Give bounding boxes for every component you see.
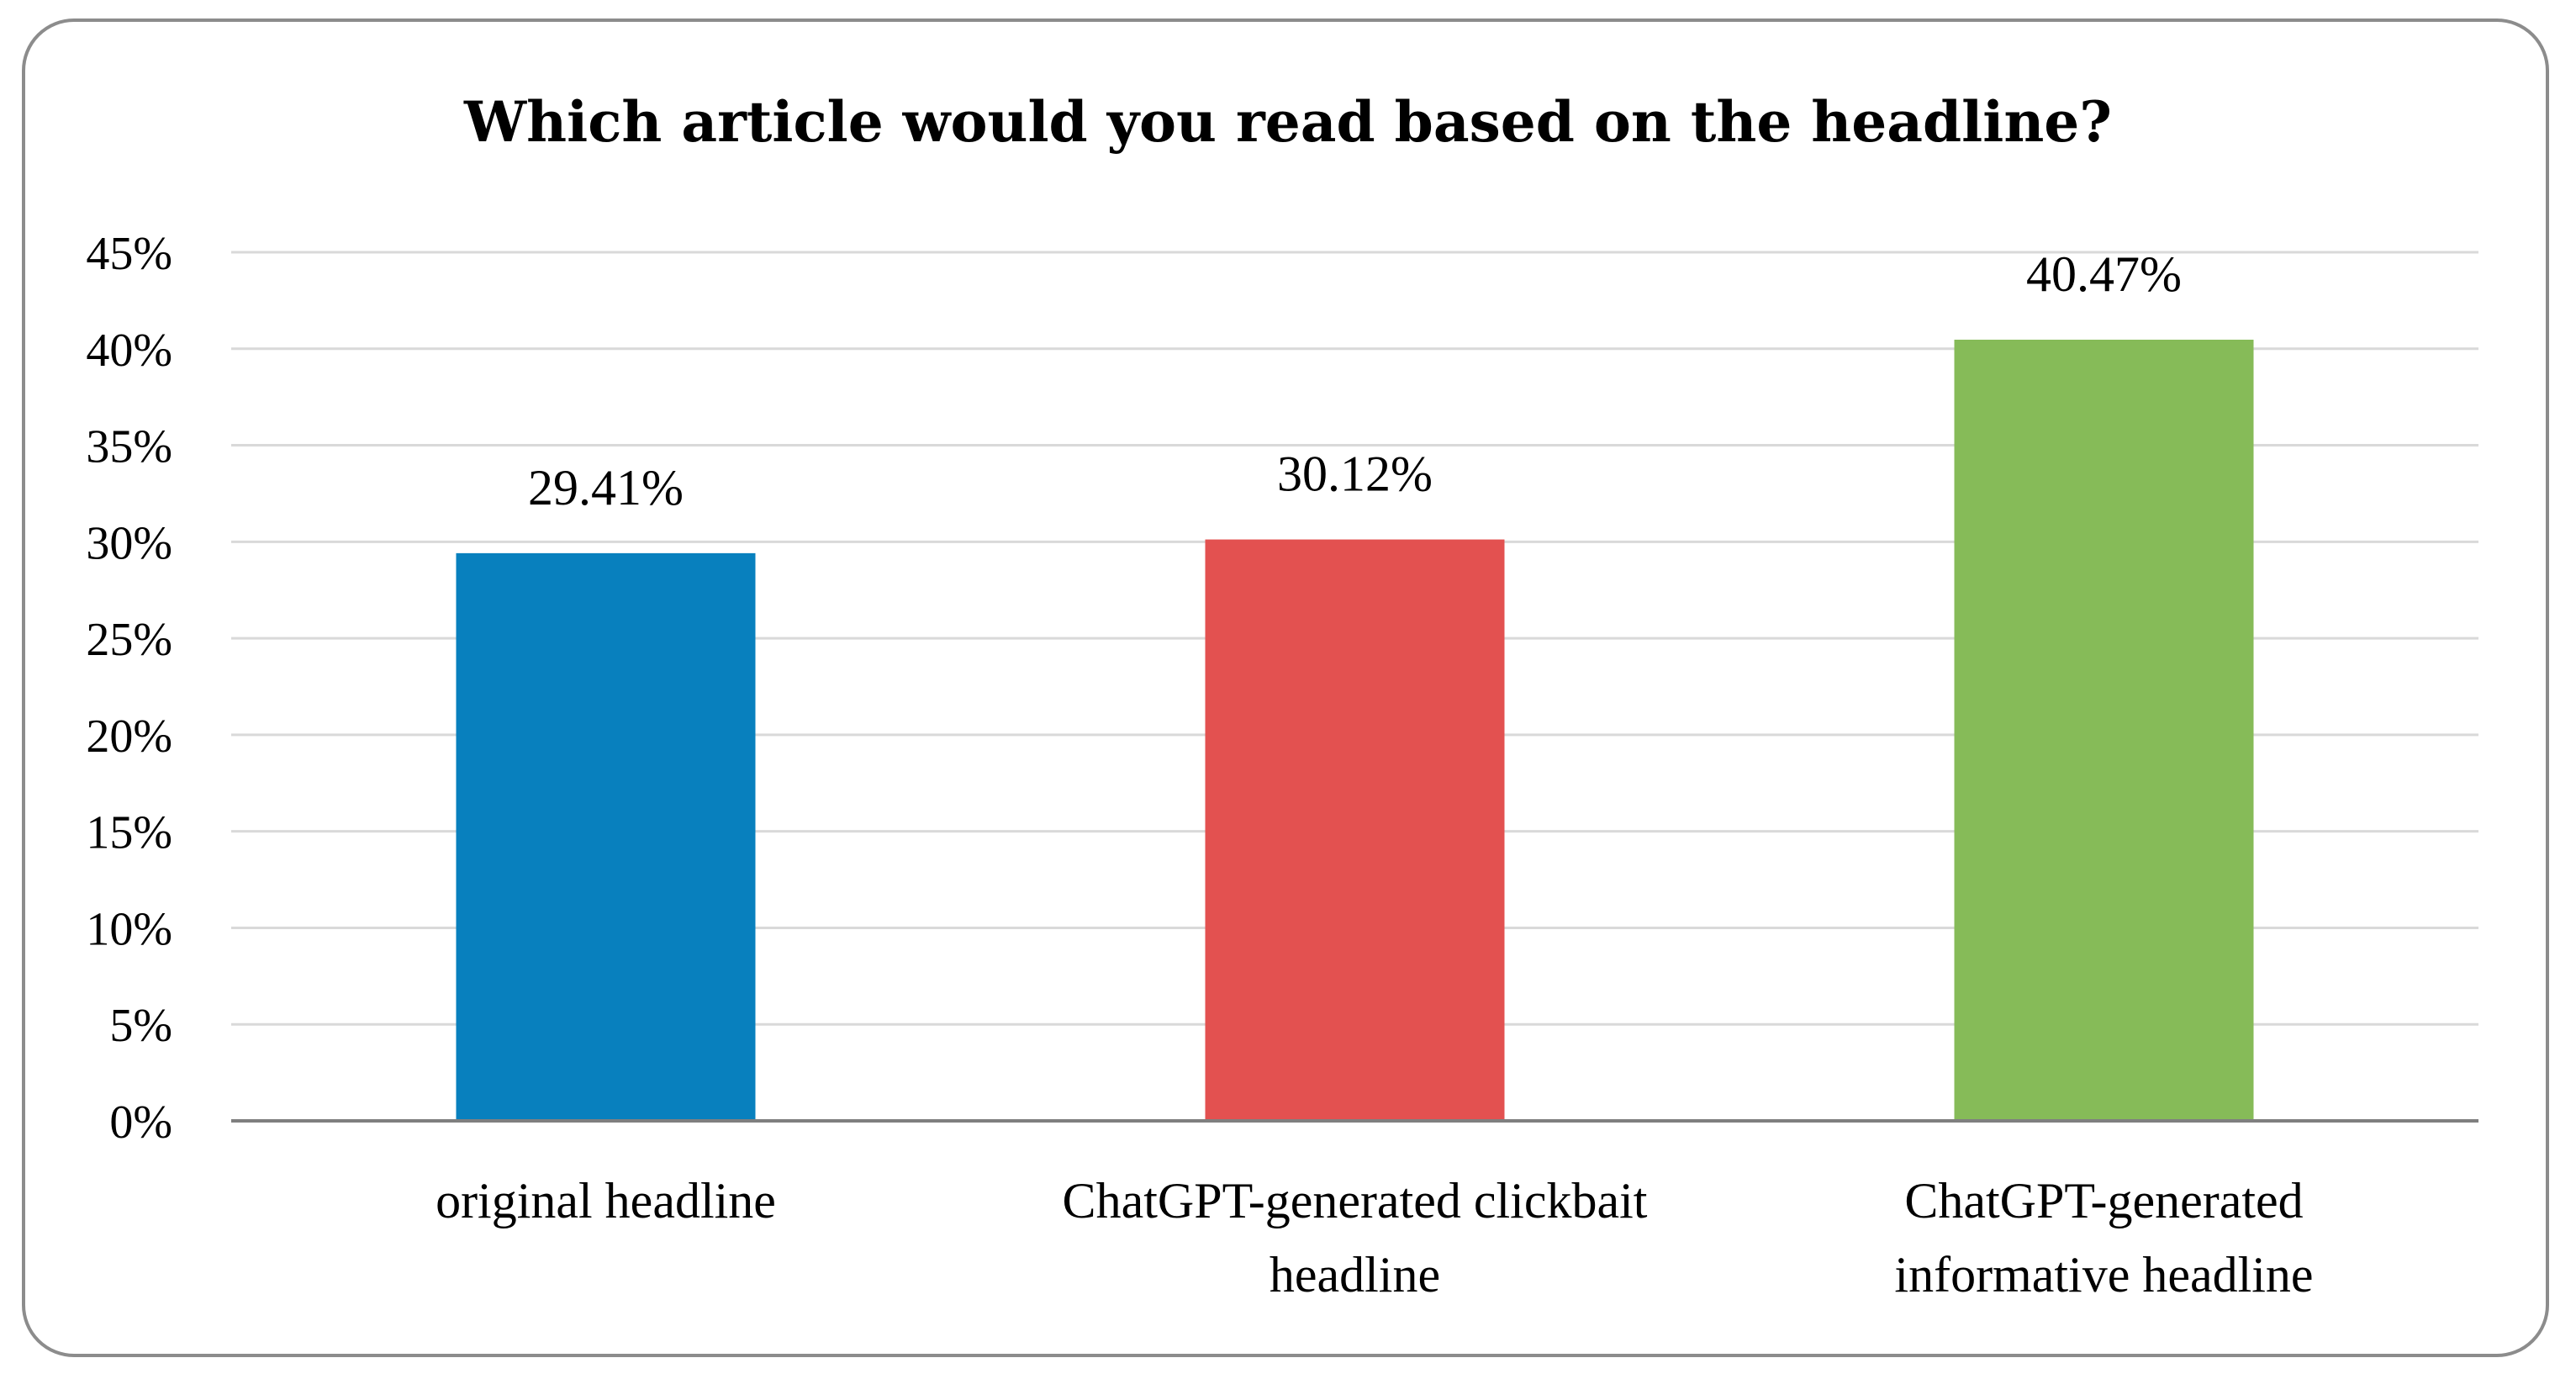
data-label: 29.41% bbox=[528, 460, 684, 515]
bars bbox=[456, 339, 2254, 1122]
data-label: 30.12% bbox=[1277, 446, 1433, 502]
y-tick-label: 30% bbox=[86, 517, 172, 569]
y-tick-label: 40% bbox=[86, 325, 172, 377]
y-tick-label: 35% bbox=[86, 421, 172, 473]
x-axis-category-labels: original headline ChatGPT-generated click… bbox=[435, 1173, 2314, 1302]
y-tick-label: 45% bbox=[86, 228, 172, 280]
y-tick-label: 5% bbox=[109, 1000, 172, 1052]
category-label: ChatGPT-generated clickbait bbox=[1063, 1173, 1648, 1228]
data-label: 40.47% bbox=[2026, 246, 2182, 302]
bar bbox=[1954, 339, 2254, 1122]
data-labels: 29.41% 30.12% 40.47% bbox=[528, 246, 2182, 515]
y-tick-label: 15% bbox=[86, 807, 172, 859]
category-label: ChatGPT-generated bbox=[1904, 1173, 2303, 1228]
y-tick-label: 10% bbox=[86, 903, 172, 955]
bar bbox=[1205, 539, 1505, 1121]
chart-title: Which article would you read based on th… bbox=[463, 89, 2112, 155]
bar bbox=[456, 552, 756, 1121]
category-label: headline bbox=[1270, 1247, 1440, 1302]
y-tick-label: 20% bbox=[86, 711, 172, 763]
category-label: original headline bbox=[435, 1173, 776, 1228]
y-tick-label: 0% bbox=[109, 1096, 172, 1149]
y-tick-label: 25% bbox=[86, 614, 172, 666]
y-axis-tick-labels: 0% 5% 10% 15% 20% 25% 30% 35% 40% 45% bbox=[86, 228, 172, 1149]
category-label: informative headline bbox=[1894, 1247, 2313, 1302]
